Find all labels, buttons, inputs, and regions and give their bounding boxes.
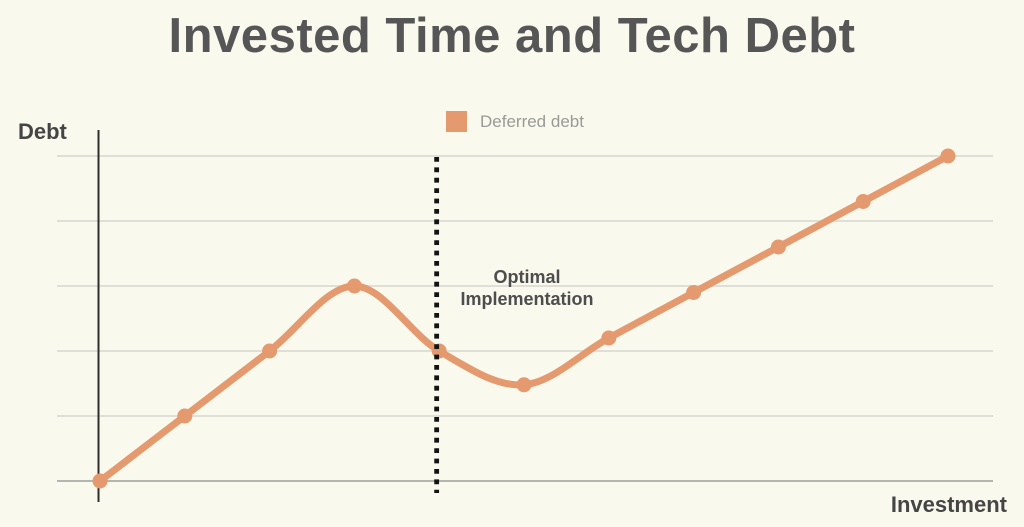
data-point-marker bbox=[431, 343, 447, 359]
annotation-optimal-implementation: Optimal Implementation bbox=[460, 267, 594, 309]
legend: Deferred debt bbox=[446, 111, 584, 132]
x-axis-label: Investment bbox=[890, 492, 1007, 517]
data-point-marker bbox=[92, 473, 108, 489]
y-axis-label: Debt bbox=[18, 119, 67, 144]
data-point-marker bbox=[346, 278, 362, 294]
data-point-marker bbox=[686, 285, 702, 300]
legend-label: Deferred debt bbox=[480, 111, 584, 131]
series-line bbox=[96, 152, 952, 485]
data-point-marker bbox=[177, 408, 193, 424]
data-point-marker bbox=[601, 330, 617, 346]
chart-title: Invested Time and Tech Debt bbox=[168, 9, 856, 63]
data-point-marker bbox=[855, 194, 871, 209]
data-point-marker bbox=[940, 148, 956, 164]
data-point-marker bbox=[262, 343, 278, 359]
data-point-marker bbox=[516, 377, 532, 393]
data-point-marker bbox=[770, 239, 786, 255]
legend-swatch bbox=[446, 111, 467, 132]
